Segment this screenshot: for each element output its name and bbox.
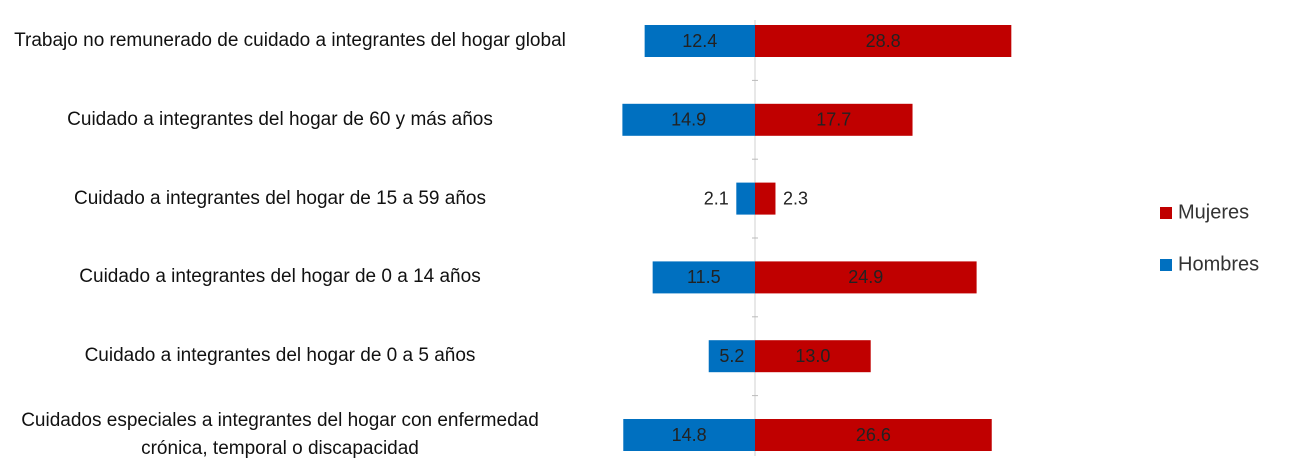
value-label: 12.4 (682, 31, 717, 51)
value-label: 17.7 (816, 110, 851, 130)
category-label: Trabajo no remunerado de cuidado a integ… (14, 30, 566, 51)
bar (708, 340, 755, 373)
bar (755, 25, 1012, 57)
legend-swatch (1160, 259, 1172, 271)
category-label: Cuidado a integrantes del hogar de 0 a 5… (84, 345, 476, 367)
category-label: Cuidado a integrantes del hogar de 60 y … (67, 108, 493, 130)
category-label: Cuidado a integrantes del hogar de 0 a 1… (79, 266, 481, 288)
value-label: 5.2 (719, 346, 744, 366)
bar (652, 261, 755, 294)
legend-label: Hombres (1178, 253, 1260, 276)
value-label: 2.1 (704, 188, 729, 208)
bar (755, 261, 977, 294)
bar (644, 25, 755, 57)
bar (755, 103, 913, 136)
bar (736, 182, 755, 215)
value-label: 11.5 (687, 267, 721, 287)
value-label: 26.6 (856, 425, 891, 445)
value-label: 14.9 (671, 110, 706, 130)
bar (623, 419, 755, 451)
bar (622, 103, 755, 136)
category-label: Cuidados especiales a integrantes del ho… (21, 410, 539, 459)
legend-label: Mujeres (1178, 201, 1250, 224)
value-label: 14.8 (672, 425, 707, 445)
legend-swatch (1160, 207, 1172, 219)
value-label: 2.3 (783, 188, 808, 208)
value-label: 28.8 (866, 31, 901, 51)
bar (755, 340, 871, 373)
value-label: 24.9 (848, 267, 883, 287)
bar (755, 419, 992, 451)
bar (755, 182, 776, 215)
category-label: Cuidado a integrantes del hogar de 15 a … (74, 187, 486, 209)
value-label: 13.0 (795, 346, 830, 366)
